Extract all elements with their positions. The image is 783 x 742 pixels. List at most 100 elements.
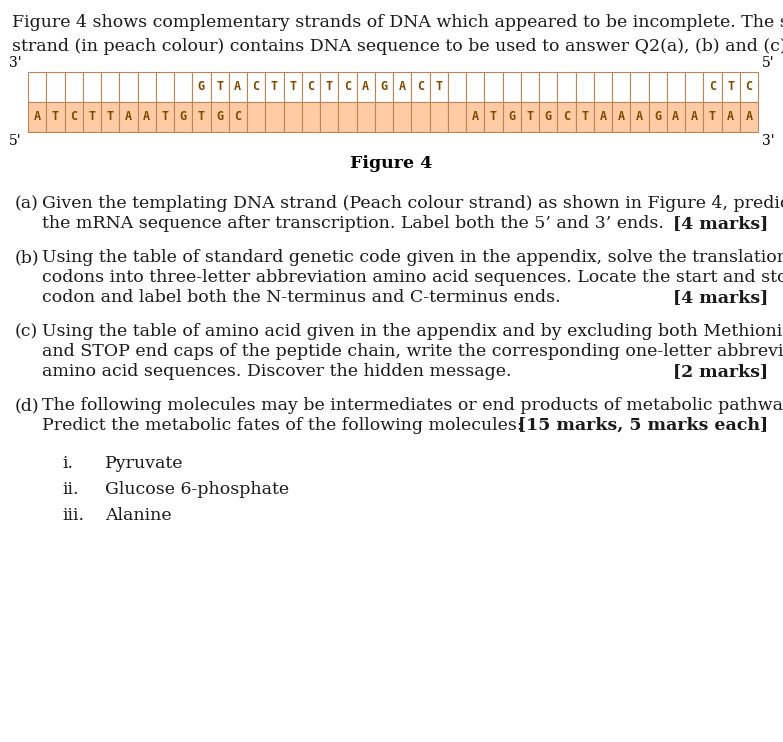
Bar bbox=[193, 72, 211, 102]
Text: (a): (a) bbox=[15, 195, 39, 212]
Text: [2 marks]: [2 marks] bbox=[673, 363, 768, 380]
Text: Glucose 6-phosphate: Glucose 6-phosphate bbox=[105, 481, 289, 498]
Bar bbox=[539, 72, 557, 102]
Bar bbox=[101, 102, 119, 132]
Bar bbox=[430, 72, 448, 102]
Text: T: T bbox=[161, 111, 168, 123]
Bar bbox=[594, 72, 612, 102]
Text: The following molecules may be intermediates or end products of metabolic pathwa: The following molecules may be intermedi… bbox=[42, 397, 783, 414]
Bar bbox=[411, 72, 430, 102]
Text: C: C bbox=[417, 80, 424, 93]
Bar bbox=[648, 72, 667, 102]
Bar bbox=[211, 102, 229, 132]
Bar bbox=[283, 102, 301, 132]
Text: T: T bbox=[216, 80, 223, 93]
Bar bbox=[630, 72, 648, 102]
Bar bbox=[703, 72, 721, 102]
Text: 3': 3' bbox=[762, 134, 774, 148]
Text: A: A bbox=[599, 111, 607, 123]
Bar bbox=[521, 72, 539, 102]
Bar bbox=[375, 72, 393, 102]
Text: T: T bbox=[526, 111, 533, 123]
Text: T: T bbox=[88, 111, 96, 123]
Text: Using the table of amino acid given in the appendix and by excluding both Methio: Using the table of amino acid given in t… bbox=[42, 323, 783, 340]
Text: C: C bbox=[253, 80, 260, 93]
Text: Figure 4: Figure 4 bbox=[350, 155, 433, 172]
Text: C: C bbox=[344, 80, 351, 93]
Text: A: A bbox=[673, 111, 680, 123]
Text: T: T bbox=[106, 111, 114, 123]
Bar bbox=[156, 72, 174, 102]
Bar bbox=[265, 72, 283, 102]
Bar bbox=[138, 72, 156, 102]
Bar bbox=[229, 72, 247, 102]
Text: 5': 5' bbox=[9, 134, 22, 148]
Text: A: A bbox=[124, 111, 132, 123]
Text: T: T bbox=[581, 111, 588, 123]
Text: amino acid sequences. Discover the hidden message.: amino acid sequences. Discover the hidde… bbox=[42, 363, 511, 380]
Bar bbox=[320, 102, 338, 132]
Bar bbox=[338, 72, 356, 102]
Text: Alanine: Alanine bbox=[105, 507, 171, 524]
Bar bbox=[28, 102, 46, 132]
Bar bbox=[594, 102, 612, 132]
Bar bbox=[393, 72, 411, 102]
Bar bbox=[484, 102, 503, 132]
Bar bbox=[64, 102, 83, 132]
Bar bbox=[411, 102, 430, 132]
Bar bbox=[301, 72, 320, 102]
Text: T: T bbox=[289, 80, 296, 93]
Text: iii.: iii. bbox=[62, 507, 84, 524]
Text: strand (in peach colour) contains DNA sequence to be used to answer Q2(a), (b) a: strand (in peach colour) contains DNA se… bbox=[12, 38, 783, 55]
Bar bbox=[265, 102, 283, 132]
Bar bbox=[46, 72, 64, 102]
Text: A: A bbox=[727, 111, 734, 123]
Bar bbox=[740, 72, 758, 102]
Text: T: T bbox=[727, 80, 734, 93]
Bar bbox=[539, 102, 557, 132]
Bar bbox=[64, 72, 83, 102]
Text: T: T bbox=[709, 111, 716, 123]
Bar bbox=[667, 72, 685, 102]
Text: [15 marks, 5 marks each]: [15 marks, 5 marks each] bbox=[518, 417, 768, 434]
Text: G: G bbox=[179, 111, 186, 123]
Bar bbox=[283, 72, 301, 102]
Text: A: A bbox=[691, 111, 698, 123]
Text: C: C bbox=[70, 111, 78, 123]
Text: (c): (c) bbox=[15, 323, 38, 340]
Text: G: G bbox=[544, 111, 552, 123]
Bar bbox=[721, 72, 740, 102]
Bar bbox=[83, 72, 101, 102]
Bar bbox=[612, 102, 630, 132]
Text: codon and label both the N-terminus and C-terminus ends.: codon and label both the N-terminus and … bbox=[42, 289, 561, 306]
Text: C: C bbox=[234, 111, 241, 123]
Bar bbox=[247, 72, 265, 102]
Bar bbox=[576, 102, 594, 132]
Bar bbox=[667, 102, 685, 132]
Text: T: T bbox=[271, 80, 278, 93]
Bar bbox=[320, 72, 338, 102]
Bar bbox=[503, 72, 521, 102]
Bar bbox=[740, 102, 758, 132]
Bar bbox=[630, 102, 648, 132]
Text: Figure 4 shows complementary strands of DNA which appeared to be incomplete. The: Figure 4 shows complementary strands of … bbox=[12, 14, 783, 31]
Text: C: C bbox=[709, 80, 716, 93]
Text: [4 marks]: [4 marks] bbox=[673, 215, 768, 232]
Bar bbox=[466, 102, 484, 132]
Text: G: G bbox=[508, 111, 515, 123]
Bar bbox=[174, 72, 193, 102]
Bar bbox=[521, 102, 539, 132]
Bar bbox=[703, 102, 721, 132]
Text: ii.: ii. bbox=[62, 481, 78, 498]
Text: C: C bbox=[563, 111, 570, 123]
Text: T: T bbox=[52, 111, 59, 123]
Text: [4 marks]: [4 marks] bbox=[673, 289, 768, 306]
Bar bbox=[174, 102, 193, 132]
Text: Predict the metabolic fates of the following molecules:: Predict the metabolic fates of the follo… bbox=[42, 417, 522, 434]
Bar bbox=[247, 102, 265, 132]
Bar bbox=[612, 72, 630, 102]
Text: T: T bbox=[198, 111, 205, 123]
Text: G: G bbox=[198, 80, 205, 93]
Bar bbox=[46, 102, 64, 132]
Text: the mRNA sequence after transcription. Label both the 5’ and 3’ ends.: the mRNA sequence after transcription. L… bbox=[42, 215, 664, 232]
